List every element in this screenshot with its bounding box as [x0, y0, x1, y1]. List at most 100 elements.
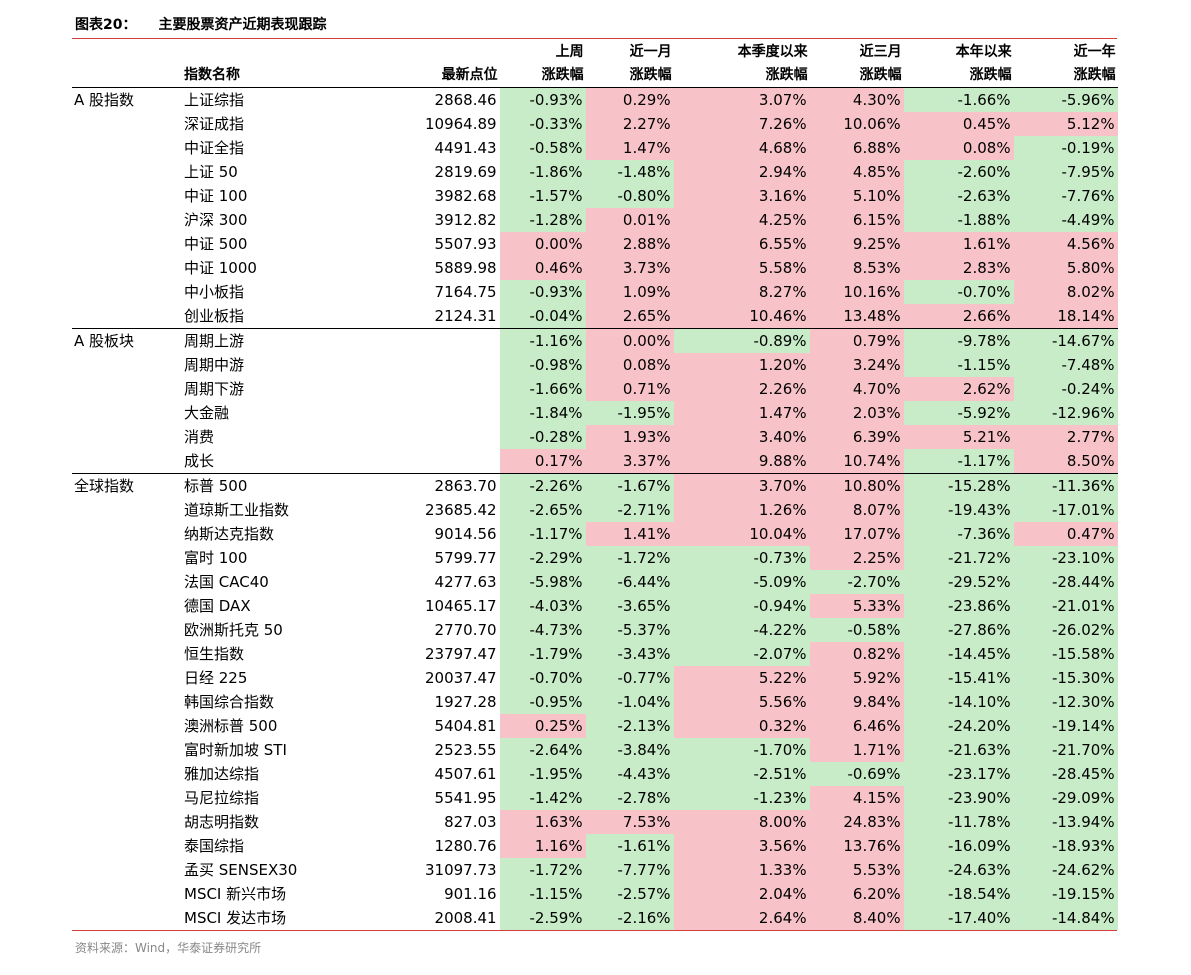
change-cell: -1.17%	[903, 449, 1014, 474]
change-cell: 2.27%	[585, 112, 674, 136]
index-name: 周期上游	[180, 328, 422, 353]
change-cell: -18.93%	[1013, 834, 1118, 858]
change-cell: -7.76%	[1013, 184, 1118, 208]
latest-level: 2008.41	[434, 909, 497, 927]
change-cell: 10.46%	[673, 304, 810, 329]
change-cell: -19.14%	[1013, 714, 1118, 738]
change-cell: -0.70%	[499, 666, 586, 690]
change-cell: -2.16%	[585, 906, 674, 930]
change-cell: 1.93%	[585, 425, 674, 449]
change-cell: -11.78%	[903, 810, 1014, 834]
change-cell: -0.94%	[673, 594, 810, 618]
change-cell: -3.84%	[585, 738, 674, 762]
change-cell: -24.20%	[903, 714, 1014, 738]
index-name: 日经 225	[184, 669, 248, 687]
table-row: 中证 1000 5889.98 0.46% 3.73% 5.58% 8.53% 2.83% 5…	[72, 256, 1118, 280]
change-cell: 2.65%	[585, 304, 674, 329]
change-cell: -11.36%	[1013, 473, 1118, 498]
change-cell: -12.96%	[1013, 401, 1118, 425]
table-row: 道琼斯工业指数 23685.42 -2.65% -2.71% 1.26% 8.07% -19…	[72, 498, 1118, 522]
latest-level: 2523.55	[434, 741, 497, 759]
latest-level: 2124.31	[434, 307, 497, 325]
change-cell: 1.61%	[903, 232, 1014, 256]
header-cell: 涨跌幅	[1013, 64, 1118, 88]
change-cell: 3.56%	[673, 834, 810, 858]
index-name: 上证 50	[184, 163, 238, 181]
index-name: 中证 500	[184, 235, 248, 253]
change-cell: 0.00%	[499, 232, 586, 256]
latest-level: 10465.17	[425, 597, 497, 615]
change-cell: 2.77%	[1013, 425, 1118, 449]
change-cell: -0.95%	[499, 690, 586, 714]
table-row: 中证全指 4491.43 -0.58% 1.47% 4.68% 6.88% 0.08% -0.…	[72, 136, 1118, 160]
latest-level	[422, 353, 500, 377]
change-cell: -29.09%	[1013, 786, 1118, 810]
change-cell: -19.15%	[1013, 882, 1118, 906]
change-cell: 3.24%	[809, 353, 904, 377]
change-cell: 2.25%	[809, 546, 904, 570]
header-cell: 近一月	[629, 44, 672, 60]
group-label	[72, 304, 180, 329]
latest-level: 4491.43	[434, 139, 497, 157]
change-cell: -1.67%	[585, 473, 674, 498]
change-cell: 0.08%	[903, 136, 1014, 160]
change-cell: 5.22%	[673, 666, 810, 690]
latest-level: 827.03	[444, 813, 497, 831]
change-cell: 17.07%	[809, 522, 904, 546]
table-body: A 股指数 上证综指 2868.46 -0.93% 0.29% 3.07% 4.30% -1.…	[72, 87, 1118, 930]
change-cell: -2.78%	[585, 786, 674, 810]
table-row: 成长 0.17% 3.37% 9.88% 10.74% -1.17% 8.50%	[72, 449, 1118, 474]
change-cell: -0.69%	[809, 762, 904, 786]
change-cell: 2.62%	[903, 377, 1014, 401]
change-cell: 4.25%	[673, 208, 810, 232]
latest-level: 2868.46	[434, 91, 497, 109]
group-label	[72, 498, 180, 522]
change-cell: -26.02%	[1013, 618, 1118, 642]
latest-level: 7164.75	[434, 283, 497, 301]
group-label	[72, 762, 180, 786]
table-row: 中小板指 7164.75 -0.93% 1.09% 8.27% 10.16% -0.70% 8…	[72, 280, 1118, 304]
index-name: 中证 1000	[184, 259, 257, 277]
change-cell: -1.23%	[673, 786, 810, 810]
change-cell: 2.94%	[673, 160, 810, 184]
table-row: 创业板指 2124.31 -0.04% 2.65% 10.46% 13.48% 2.66% 1…	[72, 304, 1118, 329]
change-cell: 0.01%	[585, 208, 674, 232]
table-row: 澳洲标普 500 5404.81 0.25% -2.13% 0.32% 6.46% -24.…	[72, 714, 1118, 738]
table-row: 上证 50 2819.69 -1.86% -1.48% 2.94% 4.85% -2.60%…	[72, 160, 1118, 184]
table-row: 消费 -0.28% 1.93% 3.40% 6.39% 5.21% 2.77%	[72, 425, 1118, 449]
group-label	[72, 353, 180, 377]
change-cell: 7.53%	[585, 810, 674, 834]
change-cell: 10.06%	[809, 112, 904, 136]
group-label	[72, 522, 180, 546]
group-label	[72, 690, 180, 714]
group-label	[72, 858, 180, 882]
change-cell: 13.48%	[809, 304, 904, 329]
change-cell: 5.33%	[809, 594, 904, 618]
table-row: 法国 CAC40 4277.63 -5.98% -6.44% -5.09% -2.70% -…	[72, 570, 1118, 594]
table-row: 大金融 -1.84% -1.95% 1.47% 2.03% -5.92% -12.96%	[72, 401, 1118, 425]
change-cell: -0.77%	[585, 666, 674, 690]
index-name: 沪深 300	[184, 211, 248, 229]
top-rule	[72, 38, 1117, 39]
table-row: 全球指数 标普 500 2863.70 -2.26% -1.67% 3.70% 10.80%…	[72, 473, 1118, 498]
group-label	[72, 256, 180, 280]
index-name: 恒生指数	[184, 645, 245, 663]
change-cell: 5.10%	[809, 184, 904, 208]
table-row: 日经 225 20037.47 -0.70% -0.77% 5.22% 5.92% -15.…	[72, 666, 1118, 690]
change-cell: 3.07%	[673, 87, 810, 112]
group-label	[72, 810, 180, 834]
table-row: 欧洲斯托克 50 2770.70 -4.73% -5.37% -4.22% -0.58% -…	[72, 618, 1118, 642]
change-cell: -1.95%	[499, 762, 586, 786]
change-cell: -2.26%	[499, 473, 586, 498]
change-cell: -0.04%	[499, 304, 586, 329]
change-cell: 0.46%	[499, 256, 586, 280]
latest-level: 5541.95	[434, 789, 497, 807]
change-cell: 0.71%	[585, 377, 674, 401]
change-cell: -23.17%	[903, 762, 1014, 786]
change-cell: -2.63%	[903, 184, 1014, 208]
change-cell: -1.72%	[499, 858, 586, 882]
index-name: 标普 500	[180, 473, 422, 498]
index-name: 深证成指	[184, 115, 245, 133]
header-cell	[72, 41, 180, 64]
change-cell: -18.54%	[903, 882, 1014, 906]
